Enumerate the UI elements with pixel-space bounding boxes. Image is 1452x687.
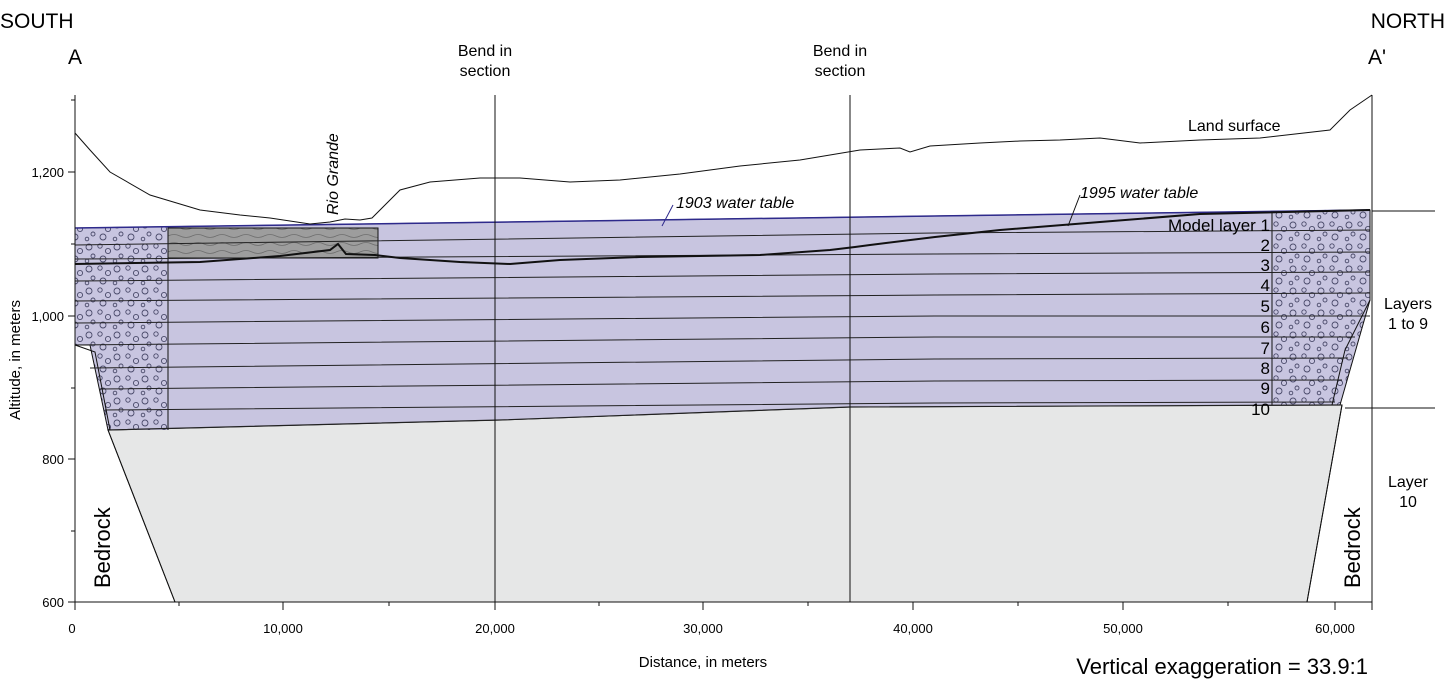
point-a-prime-label: A'	[1368, 46, 1386, 69]
aquifer-area	[75, 210, 1370, 430]
bedrock-area	[107, 404, 1343, 603]
model-layer-7-label: 7	[1261, 339, 1270, 358]
rio-grande-label: Rio Grande	[325, 133, 342, 215]
y-axis	[68, 95, 76, 603]
layers-1-9-label-line2: 1 to 9	[1388, 316, 1428, 333]
model-layer-3-label: 3	[1261, 256, 1270, 275]
y-tick-1000: 1,000	[31, 309, 64, 324]
land-surface-line	[74, 94, 1373, 225]
point-a-label: A	[68, 46, 82, 69]
model-layer-8-label: 8	[1261, 359, 1270, 378]
layer-10-label-line1: Layer	[1388, 474, 1429, 491]
bend-2-label-line2: section	[815, 63, 866, 80]
bend-2-label-line1: Bend in	[813, 43, 867, 60]
y-tick-800: 800	[42, 452, 64, 467]
bedrock-left-label: Bedrock	[90, 506, 115, 588]
x-tick-40000: 40,000	[893, 621, 933, 636]
land-surface-label: Land surface	[1188, 118, 1281, 135]
bedrock-right-label: Bedrock	[1340, 506, 1365, 588]
model-layer-5-label: 5	[1261, 297, 1270, 316]
model-layer-4-label: 4	[1261, 276, 1270, 295]
x-axis	[74, 601, 1372, 610]
water-table-1903-label: 1903 water table	[676, 195, 794, 212]
x-tick-60000: 60,000	[1315, 621, 1355, 636]
x-tick-0: 0	[68, 621, 75, 636]
x-tick-10000: 10,000	[263, 621, 303, 636]
water-table-1995-line	[74, 209, 1371, 266]
x-axis-title: Distance, in meters	[639, 654, 767, 671]
bend-1-label-line1: Bend in	[458, 43, 512, 60]
water-table-1995-label: 1995 water table	[1080, 185, 1198, 202]
gravel-left	[75, 227, 168, 430]
y-tick-1200: 1,200	[31, 165, 64, 180]
model-layer-9-label: 9	[1261, 379, 1270, 398]
south-label: SOUTH	[0, 10, 74, 33]
north-label: NORTH	[1371, 10, 1445, 33]
y-tick-600: 600	[42, 595, 64, 610]
model-layer-2-label: 2	[1261, 236, 1270, 255]
x-tick-20000: 20,000	[475, 621, 515, 636]
layer-10-label-line2: 10	[1399, 494, 1417, 511]
layer-boundaries	[74, 229, 1371, 431]
model-layer-6-label: 6	[1261, 318, 1270, 337]
layers-1-9-label-line1: Layers	[1384, 296, 1432, 313]
y-axis-title: Altitude, in meters	[7, 300, 24, 420]
gravel-right	[1272, 209, 1370, 405]
bend-1-label-line2: section	[460, 63, 511, 80]
x-tick-50000: 50,000	[1103, 621, 1143, 636]
model-layer-10-label: 10	[1251, 400, 1270, 419]
x-tick-30000: 30,000	[683, 621, 723, 636]
water-table-1903-line	[74, 209, 1371, 229]
vertical-exaggeration-note: Vertical exaggeration = 33.9:1	[1076, 654, 1368, 679]
model-layer-1-label: Model layer 1	[1168, 216, 1270, 235]
